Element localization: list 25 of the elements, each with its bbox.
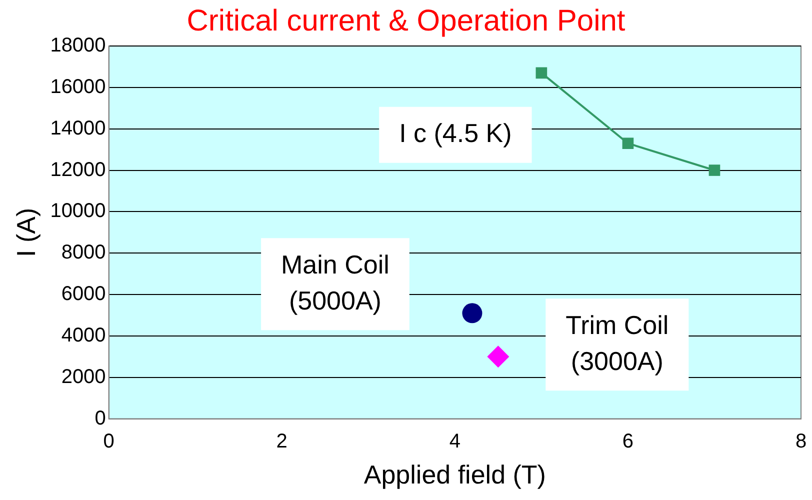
point [487, 346, 510, 368]
y-tick-label: 14000 [50, 117, 106, 140]
series-label: I c (4.5 K) [399, 118, 512, 148]
x-tick-label: 2 [276, 430, 288, 452]
y-tick-label: 12000 [50, 158, 106, 181]
y-tick-label: 2000 [61, 366, 106, 388]
point [622, 138, 634, 149]
y-axis-title: I (A) [10, 208, 41, 257]
y-tick-label: 16000 [50, 76, 106, 98]
y-tick-label: 10000 [50, 200, 106, 222]
y-tick-label: 0 [94, 407, 106, 430]
text: Trim Coil (3000A) [566, 310, 669, 376]
point [462, 303, 482, 324]
x-tick-label: 6 [622, 430, 634, 452]
x-tick-label: 8 [795, 430, 807, 452]
y-tick-label: 18000 [50, 34, 106, 57]
text: Main Coil (5000A) [281, 249, 390, 316]
point [536, 67, 548, 79]
y-tick-label: 8000 [61, 242, 106, 264]
chart-title: Critical current & Operation Point [186, 4, 626, 38]
point [708, 164, 720, 176]
y-tick-label: 6000 [61, 283, 106, 306]
x-axis-title: Applied field (T) [364, 460, 546, 490]
y-tick-label: 4000 [61, 324, 106, 346]
x-tick-label: 4 [449, 430, 460, 452]
